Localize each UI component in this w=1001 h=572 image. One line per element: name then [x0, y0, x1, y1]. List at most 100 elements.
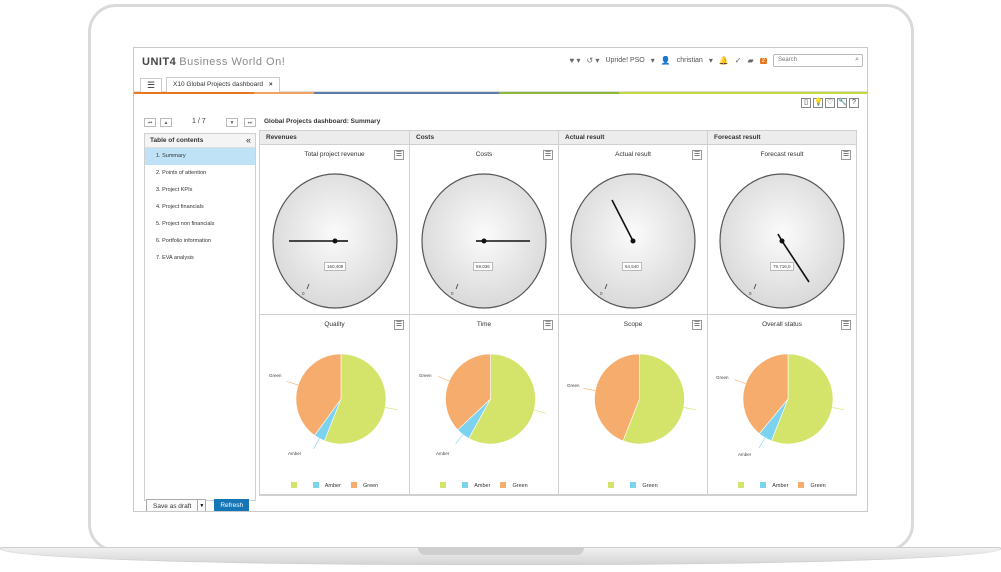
dashboard-grid: Revenues Costs Actual result Forecast re… [259, 130, 857, 496]
help-icon[interactable]: ? [849, 98, 859, 108]
app-window: UNIT4 Business World On! ♥ ▾ ↺ ▾ Upride! … [133, 47, 868, 512]
pie-legend: Amber Green [410, 482, 558, 489]
legend-item: Amber [462, 482, 490, 489]
hamburger-icon[interactable]: ☰ [692, 150, 702, 160]
top-bar: UNIT4 Business World On! ♥ ▾ ↺ ▾ Upride! … [134, 48, 867, 76]
pie-connector [385, 407, 398, 410]
gauge-costs [421, 173, 547, 309]
hamburger-icon[interactable]: ☰ [394, 150, 404, 160]
chevron-down-icon: ▾ [650, 56, 655, 65]
lightbulb-icon[interactable]: 💡 [813, 98, 823, 108]
page-indicator: 1 / 7 [192, 118, 206, 125]
chat-icon[interactable]: ▰ [747, 56, 754, 65]
pie-slice-green-light- [324, 353, 387, 445]
hamburger-icon[interactable]: ☰ [394, 320, 404, 330]
user-menu[interactable]: christian [676, 57, 703, 64]
legend-item: Amber [312, 482, 341, 489]
notification-badge[interactable]: 2 [759, 57, 767, 64]
pie-card-overall-status: Overall status ☰ Green Amber Amber Green [708, 315, 856, 495]
strip-lime [619, 92, 867, 94]
gauge-card-forecast-result: Forecast result ☰ 79,716,0 0 [708, 145, 856, 315]
column-header-forecast-result: Forecast result [708, 131, 856, 145]
gauge-value: 64,540 [622, 262, 642, 271]
legend-item [608, 482, 620, 489]
toc-item-project-kpis[interactable]: 3. Project KPIs [156, 187, 193, 193]
refresh-button[interactable]: Refresh [214, 499, 250, 511]
bell-icon[interactable]: 🔔 [718, 56, 729, 65]
toc-header: Table of contents « [145, 134, 255, 148]
legend-item: Green [350, 482, 378, 489]
wrench-icon[interactable]: 🔧 [837, 98, 847, 108]
project-selector[interactable]: Upride! PSO [605, 57, 645, 64]
toc-item-eva-analysis[interactable]: 7. EVA analysis [156, 255, 194, 261]
gauge-zero-label: 0 [749, 291, 752, 296]
toc-item-project-non-financials[interactable]: 5. Project non financials [156, 221, 215, 227]
product-name: Business World On! [179, 56, 286, 68]
toc-item-portfolio-information[interactable]: 6. Portfolio information [156, 238, 212, 244]
gauge-revenue [272, 173, 398, 309]
tab-row: ☰ X10 Global Projects dashboard × [134, 76, 867, 92]
menu-icon[interactable]: ☰ [140, 78, 162, 92]
search-icon[interactable]: ⌕ [855, 56, 859, 63]
pie-connector [583, 388, 596, 391]
tab-prefix: X10 [173, 81, 185, 88]
legend-item: Green [798, 482, 826, 489]
pie-slice-green [594, 353, 640, 442]
prev-page-icon[interactable]: ▲ [160, 118, 172, 127]
pie-card-time: Time ☰ Green Amber Amber Green [410, 315, 559, 495]
toc-item-points-of-attention[interactable]: 2. Points of attention [156, 170, 207, 176]
heart-icon[interactable]: ♡ [825, 98, 835, 108]
tab-global-projects-dashboard[interactable]: X10 Global Projects dashboard × [166, 77, 280, 92]
toolbar: ▯ 💡 ♡ 🔧 ? [801, 98, 859, 108]
close-icon[interactable]: × [268, 81, 273, 88]
next-page-icon[interactable]: ▼ [226, 118, 238, 127]
toc-item-project-financials[interactable]: 4. Project financials [156, 204, 204, 210]
pie-label-green: Green [567, 383, 580, 388]
gauge-tick [753, 283, 757, 290]
gauge-card-revenue: Total project revenue ☰ 160,409 0 [260, 145, 410, 315]
table-of-contents: Table of contents « 1. Summary 2. Points… [144, 133, 256, 501]
user-icon: 👤 [660, 56, 671, 65]
check-icon[interactable]: ✓ [734, 56, 742, 65]
columns-icon[interactable]: ▯ [801, 98, 811, 108]
gauge-title: Costs [475, 151, 493, 158]
chevron-down-icon[interactable]: ▼ [198, 499, 207, 511]
history-icon[interactable]: ↺ ▾ [586, 56, 600, 65]
pie-label-amber: Amber [436, 451, 450, 456]
first-page-icon[interactable]: ⏮ [144, 118, 156, 127]
gauge-needle [781, 240, 810, 283]
pie-label-green: Green [716, 375, 729, 380]
gauge-card-costs: Costs ☰ 59,036 0 [410, 145, 559, 315]
pie-slice-green-light- [468, 353, 536, 445]
toc-title: Table of contents [150, 137, 204, 144]
pie-label-green: Green [269, 373, 282, 378]
gauge-zero-label: 0 [302, 291, 305, 296]
hamburger-icon[interactable]: ☰ [841, 150, 851, 160]
gauge-tick [306, 283, 310, 290]
hamburger-icon[interactable]: ☰ [543, 320, 553, 330]
hamburger-icon[interactable]: ☰ [692, 320, 702, 330]
save-as-draft-button[interactable]: Save as draft [146, 499, 199, 511]
search-input[interactable]: Search ⌕ [773, 54, 863, 67]
gauge-value: 79,716,0 [770, 262, 794, 271]
pie-title: Quality [324, 321, 345, 328]
legend-item: Green [630, 482, 658, 489]
collapse-icon[interactable]: « [245, 135, 251, 145]
toc-item-summary[interactable]: 1. Summary [145, 148, 255, 165]
gauge-zero-label: 0 [600, 291, 603, 296]
favorites-icon[interactable]: ♥ ▾ [569, 56, 581, 65]
hamburger-icon[interactable]: ☰ [543, 150, 553, 160]
gauge-title: Forecast result [760, 151, 804, 158]
gauge-hub [332, 238, 338, 244]
tab-label: Global Projects dashboard [186, 81, 263, 88]
pie-title: Time [476, 321, 492, 328]
pie-slice-green-light- [622, 353, 685, 445]
pie-slice-green-light- [771, 353, 834, 445]
gauge-card-actual-result: Actual result ☰ 64,540 0 [559, 145, 708, 315]
gauge-title: Total project revenue [304, 151, 365, 158]
last-page-icon[interactable]: ⏭ [244, 118, 256, 127]
pager: ⏮ ▲ 1 / 7 ▼ ⏭ [144, 118, 256, 128]
top-right-controls: ♥ ▾ ↺ ▾ Upride! PSO ▾ 👤 christian ▾ 🔔 ✓ ▰ 2 … [569, 54, 863, 67]
hamburger-icon[interactable]: ☰ [841, 320, 851, 330]
pie-chart-scope [583, 353, 696, 445]
